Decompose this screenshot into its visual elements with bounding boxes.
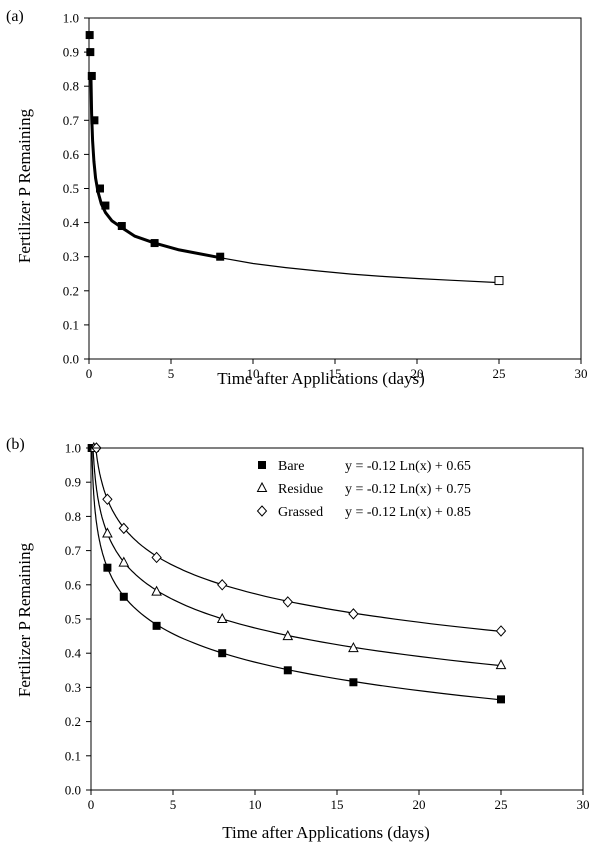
- data-point: [117, 222, 126, 231]
- y-tick-label: 0.2: [63, 283, 79, 298]
- data-point-grassed: [348, 608, 359, 620]
- data-point-grassed: [217, 579, 228, 591]
- panel-b-legend: Bare y = -0.12 Ln(x) + 0.65 Residue y = -0.…: [256, 459, 471, 520]
- y-tick-label: 0.1: [63, 317, 79, 332]
- data-point-residue: [102, 527, 113, 538]
- fit-curve-bare: [91, 448, 502, 701]
- y-tick-label: 0.3: [65, 680, 81, 695]
- data-point-bare: [218, 649, 227, 658]
- fit-curve: [89, 77, 222, 260]
- data-point-grassed: [151, 551, 162, 564]
- y-tick-label: 0.2: [65, 714, 81, 729]
- y-tick-label: 0.6: [65, 577, 82, 592]
- panel-b-plot-area: [90, 447, 584, 791]
- legend-equation-grassed: y = -0.12 Ln(x) + 0.85: [345, 505, 471, 520]
- y-tick-label: 1.0: [65, 441, 81, 456]
- data-point-grassed: [118, 522, 129, 535]
- data-point: [494, 276, 504, 286]
- x-tick-label: 0: [88, 797, 95, 812]
- x-tick-label: 10: [247, 366, 260, 381]
- panel-b: (b) 0 5 10 15 20 25 30 0.0 0.1 0.2 0.3 0.4 0.5 0.6 0.7…: [6, 436, 590, 842]
- data-point-grassed: [282, 596, 293, 608]
- x-tick-label: 15: [329, 366, 342, 381]
- data-point-bare: [497, 695, 505, 704]
- y-tick-label: 0.6: [63, 147, 80, 162]
- x-tick-label: 30: [577, 797, 590, 812]
- legend-marker-grassed: [256, 505, 268, 517]
- data-point-residue: [348, 642, 359, 653]
- legend-label-grassed: Grassed: [278, 505, 323, 520]
- legend-marker-residue: [256, 481, 268, 492]
- y-tick-label: 0.4: [65, 646, 82, 661]
- panel-a-fit-curves: [89, 77, 500, 284]
- panel-a-y-axis-title: Fertilizer P Remaining: [15, 108, 34, 263]
- x-tick-label: 5: [168, 366, 175, 381]
- x-tick-label: 20: [411, 366, 424, 381]
- panel-a-points: [85, 31, 504, 286]
- x-tick-label: 20: [413, 797, 426, 812]
- data-point-bare: [349, 678, 358, 687]
- y-tick-label: 0.7: [63, 113, 80, 128]
- x-tick-label: 30: [575, 366, 588, 381]
- panel-b-x-axis-title: Time after Applications (days): [222, 823, 430, 842]
- panel-b-points: [87, 441, 507, 704]
- data-point: [86, 48, 95, 57]
- panel-a-x-axis-title: Time after Applications (days): [217, 369, 425, 388]
- panel-a-plot-area: [88, 17, 582, 360]
- data-point-residue: [282, 630, 294, 641]
- panel-b-y-axis-title: Fertilizer P Remaining: [15, 542, 34, 697]
- y-tick-label: 0.4: [63, 215, 80, 230]
- y-tick-label: 0.8: [63, 79, 79, 94]
- legend-equation-bare: y = -0.12 Ln(x) + 0.65: [345, 459, 471, 474]
- data-point: [95, 184, 104, 193]
- data-point-residue: [118, 556, 130, 567]
- x-tick-label: 10: [249, 797, 262, 812]
- data-point-grassed: [102, 493, 113, 506]
- x-tick-label: 15: [331, 797, 344, 812]
- data-point-residue: [151, 585, 162, 596]
- data-point-bare: [152, 621, 161, 630]
- data-point: [216, 252, 225, 261]
- y-tick-label: 0.7: [65, 543, 82, 558]
- y-tick-label: 0.0: [65, 783, 81, 798]
- y-tick-label: 0.9: [65, 475, 81, 490]
- legend-label-residue: Residue: [278, 482, 323, 497]
- y-tick-label: 0.0: [63, 352, 79, 367]
- legend-marker-bare: [258, 461, 266, 469]
- legend-equation-residue: y = -0.12 Ln(x) + 0.75: [345, 482, 471, 497]
- data-point: [87, 71, 96, 80]
- x-tick-label: 25: [493, 366, 506, 381]
- y-tick-label: 0.5: [65, 612, 81, 627]
- panel-b-ticks: 0 5 10 15 20 25 30 0.0 0.1 0.2 0.3 0.4 0.5 0.6 0.7 0.8 0…: [65, 441, 590, 813]
- y-tick-label: 1.0: [63, 11, 79, 26]
- panel-a-ticks: 0 5 10 15 20 25 30 0.0 0.1 0.2 0.3 0.4 0.5 0.6 0.7 0.8 0…: [63, 11, 588, 382]
- legend-label-bare: Bare: [278, 459, 304, 474]
- panel-a: (a) 0 5 10 15 20 25 30 0.0 0.1 0.2 0.3 0.4 0.5 0.6 0.7…: [6, 8, 588, 388]
- x-tick-label: 0: [86, 366, 93, 381]
- data-point: [101, 201, 110, 210]
- y-tick-label: 0.9: [63, 45, 79, 60]
- data-point: [85, 31, 94, 40]
- x-tick-label: 25: [495, 797, 508, 812]
- data-point: [150, 239, 159, 248]
- data-point-grassed: [495, 625, 507, 637]
- fit-curve: [219, 257, 500, 284]
- fit-curve-residue: [92, 447, 502, 667]
- y-tick-label: 0.5: [63, 181, 79, 196]
- panel-a-label: (a): [6, 8, 24, 25]
- fit-curve-grassed: [95, 447, 502, 632]
- data-point-bare: [119, 592, 128, 601]
- data-point-residue: [495, 659, 507, 670]
- y-tick-label: 0.3: [63, 249, 79, 264]
- panel-b-label: (b): [6, 436, 25, 453]
- data-point-bare: [103, 563, 112, 572]
- x-tick-label: 5: [170, 797, 177, 812]
- data-point: [90, 116, 99, 125]
- data-point-bare: [283, 666, 292, 675]
- y-tick-label: 0.8: [65, 509, 81, 524]
- y-tick-label: 0.1: [65, 748, 81, 763]
- data-point-residue: [216, 612, 228, 623]
